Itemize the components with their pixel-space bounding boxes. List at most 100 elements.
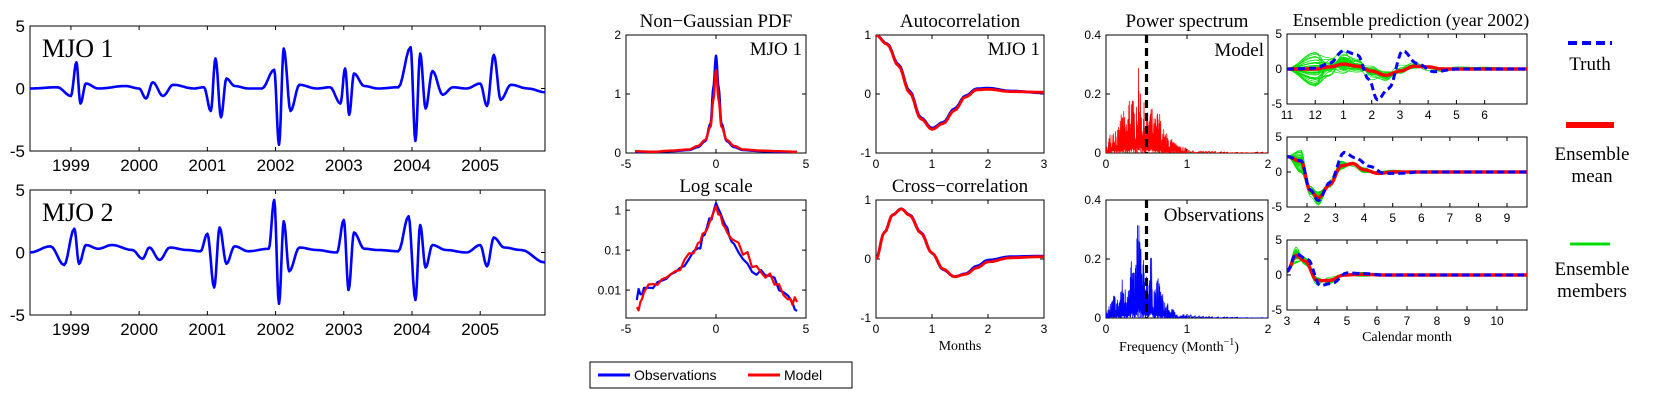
crosscorr-xtick-label: 1 [929,322,936,336]
autocorr-series-group [876,35,1044,131]
ens_3-member-6 [1287,259,1527,283]
ens_2-member-0 [1287,156,1527,193]
ens_2-member-4 [1287,156,1527,195]
pdf_log-frame [625,199,807,319]
pdf_linear-panel-label: MJO 1 [750,39,802,60]
autocorr-xtick-label: 3 [1041,157,1048,171]
ens_3-ytick-label: -5 [1271,303,1282,317]
ens_3-member-33 [1287,257,1527,283]
mjo1_series-line [30,45,545,147]
ens_3-ytick-label: 5 [1275,233,1282,247]
pdf_log-xtick-label: -5 [621,322,632,336]
spectrum_obs-line [1106,225,1268,318]
autocorr-ytick-label: 1 [864,28,871,42]
legend-observations-label: Observations [634,367,716,383]
spectrum_model-ytick-label: 0.2 [1084,87,1101,101]
ens_3-xtick-label: 4 [1314,314,1321,328]
ens_2-xtick-label: 3 [1332,211,1339,225]
pdf_linear-series-group [634,54,797,153]
autocorr-xtick-label: 0 [873,157,880,171]
legend-ensemble-members-line1: Ensemble [1555,259,1630,280]
spectrum_obs-xtick-label: 0 [1103,322,1110,336]
mjo1_series-xtick-label: 2004 [393,156,431,175]
ens_1-xtick-label: 3 [1397,108,1404,122]
ens_1-xtick-label: 5 [1453,108,1460,122]
spectrum_obs-xlabel: Frequency (Month−1) [1119,337,1239,355]
spectrum_obs-ytick-label: 0.4 [1084,193,1101,207]
ens_3-member-39 [1287,257,1527,282]
spectrum_model-panel-label: Model [1214,40,1264,61]
ens_1-ytick-label: -5 [1271,97,1282,111]
pdf_log-series-1 [635,205,798,312]
ens_2-member-19 [1287,156,1527,193]
ens_3-member-26 [1287,259,1527,283]
mjo2_series-label: MJO 2 [42,198,114,227]
ens_2-member-8 [1287,156,1527,195]
ens_2-ytick-label: -5 [1271,200,1282,214]
ens_3-xtick-label: 5 [1344,314,1351,328]
mjo1_series-label: MJO 1 [42,34,114,63]
ens_3-member-8 [1287,257,1527,283]
ens_3-xtick-label: 10 [1490,314,1504,328]
ens_3-member-37 [1287,255,1527,281]
ens_3-member-24 [1287,255,1527,282]
ens_1-title: Ensemble prediction (year 2002) [1293,10,1529,31]
spectrum_obs-xlabel-end: ) [1234,340,1239,355]
mjo2_series-line [30,198,545,306]
spectrum_model-ytick-label: 0.4 [1084,28,1101,42]
ens_1-truth [1287,49,1527,102]
mjo1_series-xtick-label: 1999 [52,156,90,175]
autocorr-series-1 [876,35,1044,131]
pdf_linear-xtick-label: -5 [621,157,632,171]
crosscorr-series-1 [876,207,1044,279]
spectrum_model-title: Power spectrum [1126,11,1249,32]
pdf_linear-title: Non−Gaussian PDF [640,11,793,32]
legend-model-label: Model [784,367,822,383]
pdf_log-ytick-label: 1 [614,203,621,217]
pdf_linear-axes: 012-5 0 5 [614,28,809,171]
pdf_linear-ytick-label: 1 [614,87,621,101]
ens_2-ytick-label: 0 [1275,165,1282,179]
ens_3-member-0 [1287,251,1527,283]
ens_3-axes: -5 0 5 3 4 5 6 7 8 9 10 [1271,233,1528,328]
mjo1_series-ytick-label: 5 [16,17,25,36]
ens_2-member-25 [1287,156,1527,193]
legend-ensemble-members-line2: members [1557,281,1627,302]
ens_3-member-35 [1287,254,1527,281]
crosscorr-xtick-label: 2 [985,322,992,336]
crosscorr-ytick-label: -1 [860,311,871,325]
autocorr-panel-label: MJO 1 [988,39,1040,60]
ens_2-ytick-label: 5 [1275,130,1282,144]
legend-ensemble-members-label: Ensemble members [1555,259,1630,302]
ens_2-xtick-label: 2 [1304,211,1311,225]
spectrum_obs-ytick-label: 0.2 [1084,252,1101,266]
pdf_log-xtick-label: 0 [713,322,720,336]
ens_1-ytick-label: 0 [1275,62,1282,76]
ens_3-member-11 [1287,250,1527,282]
crosscorr-xtick-label: 3 [1041,322,1048,336]
spectrum_model-xtick-label: 2 [1265,157,1272,171]
legend-bottom-box [589,361,853,389]
crosscorr-ytick-label: 1 [864,193,871,207]
ens_1-series-group [1287,49,1527,102]
crosscorr-xlabel: Months [939,339,982,354]
spectrum_obs-xtick-label: 1 [1184,322,1191,336]
mjo2_series-ytick-label: -5 [10,306,25,325]
ens_1-xtick-label: 11 [1281,108,1294,122]
mjo1_series-xtick-label: 2003 [325,156,363,175]
pdf_log-ytick-label: 0.1 [604,243,621,257]
ens_3-member-15 [1287,251,1527,283]
spectrum_obs-xlabel-main: Frequency (Month [1119,340,1224,355]
ens_3-member-3 [1287,258,1527,282]
ens_3-xlabel: Calendar month [1362,330,1452,345]
legend-ensemble-mean-line2: mean [1571,166,1613,187]
ens_3-series-group [1287,246,1527,287]
mjo2_series-ytick-label: 5 [16,181,25,200]
ens_2-member-31 [1287,156,1527,195]
mjo2_series-xtick-label: 2004 [393,320,431,339]
autocorr-ytick-label: -1 [860,146,871,160]
crosscorr-series-0 [876,207,1044,279]
ens_2-xtick-label: 6 [1418,211,1425,225]
